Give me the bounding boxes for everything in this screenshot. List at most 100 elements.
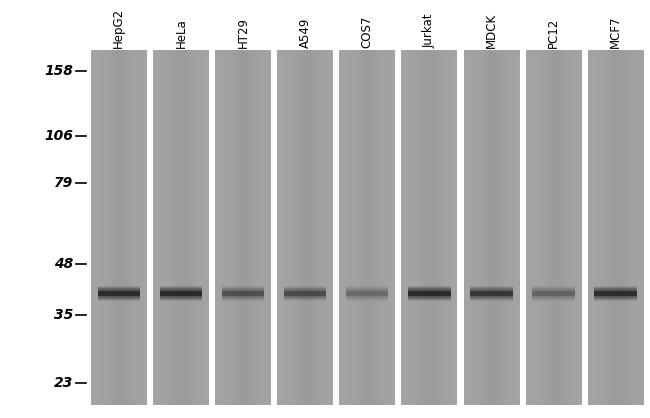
Bar [595,288,637,299]
Bar [532,286,575,301]
Bar [160,289,202,298]
Bar [284,291,326,296]
Bar [408,286,450,301]
Bar [595,287,637,300]
Bar [160,288,202,299]
Bar [595,288,637,298]
Bar [346,289,389,298]
Bar [222,287,265,300]
Bar [532,286,575,301]
Bar [222,288,265,299]
Bar [408,289,450,298]
Bar [98,287,140,300]
Bar [470,289,513,298]
Bar [222,289,265,298]
Bar [284,287,326,300]
Bar [98,286,140,301]
Bar [284,288,326,299]
Text: A549: A549 [298,18,311,48]
Bar [160,285,202,301]
Bar [346,288,389,298]
Text: HeLa: HeLa [174,18,187,48]
Bar [222,288,265,298]
Bar [470,288,513,299]
Bar [98,287,140,300]
Bar [470,288,513,299]
Bar [222,290,265,297]
Bar [595,289,637,298]
Bar [91,50,147,405]
Bar [222,287,265,300]
Bar [346,289,389,298]
Bar [284,289,326,298]
Bar [595,291,637,296]
Bar [526,50,582,405]
Bar [284,287,326,300]
Bar [160,288,202,299]
Bar [470,288,513,299]
Bar [408,288,450,299]
Bar [595,289,637,298]
Bar [160,288,202,299]
Bar [339,50,395,405]
Bar [98,286,140,301]
Bar [532,286,575,301]
Bar [408,289,450,298]
Bar [470,287,513,300]
Bar [346,287,389,300]
Bar [532,289,575,298]
Bar [470,289,513,298]
Bar [98,288,140,299]
Bar [160,286,202,301]
Bar [346,288,389,298]
Bar [222,288,265,299]
Bar [160,288,202,298]
Bar [160,289,202,298]
Bar [470,286,513,301]
Bar [595,287,637,300]
Text: 158: 158 [44,64,73,78]
Bar [346,289,389,298]
Bar [98,290,140,297]
Bar [160,287,202,300]
Bar [284,288,326,298]
Bar [160,286,202,301]
Bar [532,291,575,296]
Bar [346,287,389,300]
Bar [595,287,637,300]
Bar [408,288,450,299]
Bar [222,289,265,298]
Bar [346,286,389,301]
Bar [160,288,202,298]
Bar [532,288,575,299]
Text: 106: 106 [44,129,73,143]
Bar [284,289,326,298]
Bar [98,288,140,299]
Bar [284,287,326,300]
Bar [595,288,637,299]
Bar [284,288,326,298]
Bar [222,286,265,301]
Bar [532,288,575,298]
Bar [284,290,326,297]
Bar [402,50,458,405]
Bar [408,287,450,300]
Bar [222,286,265,301]
Bar [408,286,450,301]
Bar [463,50,519,405]
Bar [98,289,140,298]
Text: 48: 48 [53,257,73,271]
Bar [346,287,389,300]
Bar [346,291,389,296]
Bar [408,287,450,300]
Bar [595,288,637,299]
Bar [222,286,265,301]
Text: 79: 79 [53,176,73,190]
Bar [408,286,450,301]
Bar [532,287,575,300]
Bar [532,290,575,297]
Bar [215,50,271,405]
Bar [595,289,637,298]
Bar [98,288,140,298]
Bar [284,288,326,299]
